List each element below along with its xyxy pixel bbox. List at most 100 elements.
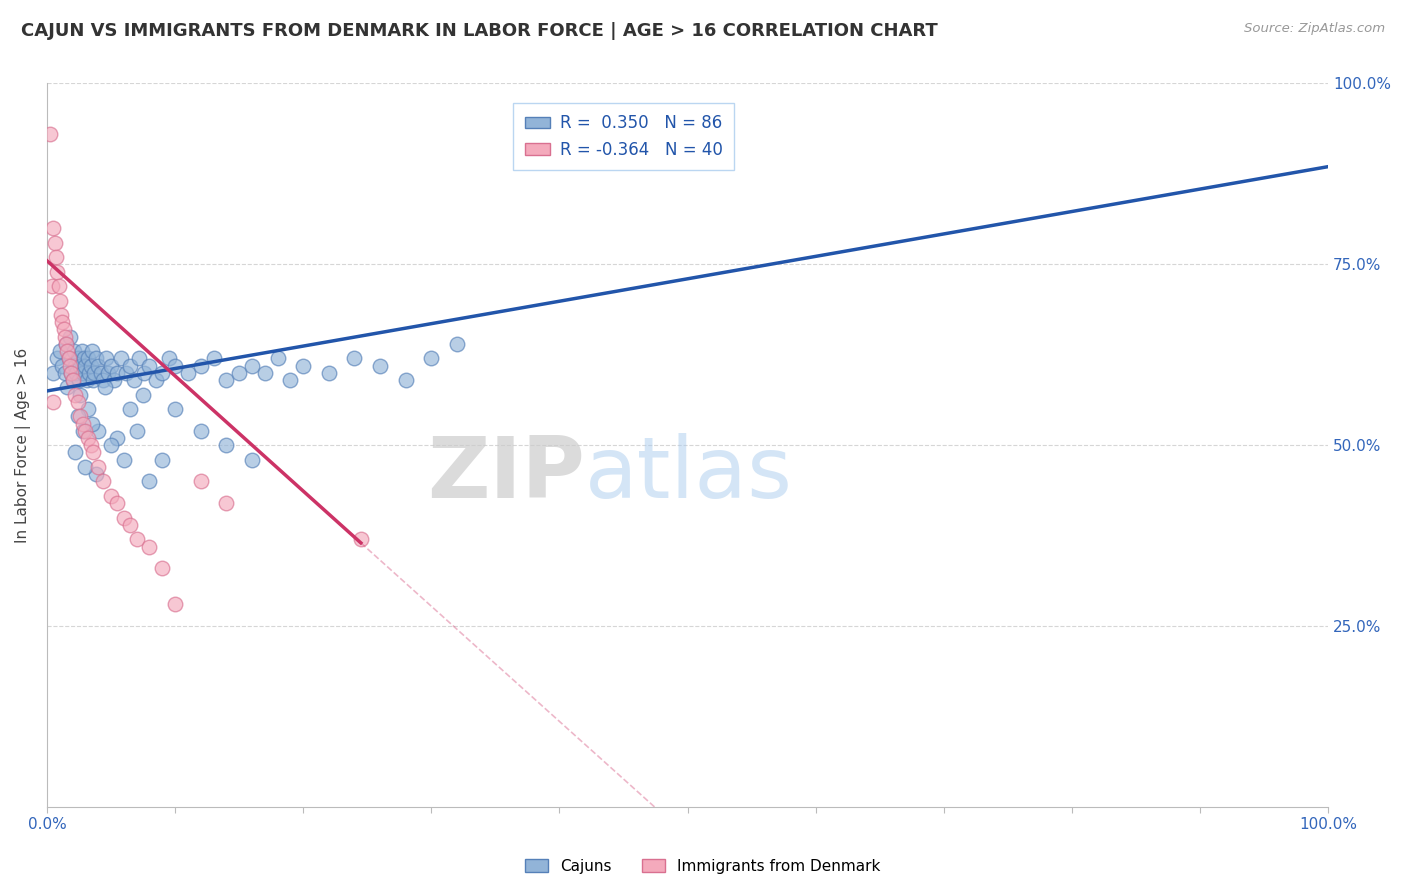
Text: atlas: atlas xyxy=(585,433,793,516)
Point xyxy=(266,351,288,366)
Point xyxy=(82,373,104,387)
Point xyxy=(76,373,98,387)
Point xyxy=(60,366,83,380)
Point xyxy=(280,373,302,387)
Point xyxy=(138,475,160,489)
Point xyxy=(63,387,86,401)
Point xyxy=(122,373,145,387)
Point xyxy=(51,315,73,329)
Point xyxy=(215,438,238,452)
Point xyxy=(112,452,135,467)
Point xyxy=(202,351,225,366)
Point xyxy=(240,452,263,467)
Point xyxy=(420,351,443,366)
Point xyxy=(51,359,73,373)
Point xyxy=(138,540,160,554)
Point xyxy=(132,387,155,401)
Point xyxy=(145,373,167,387)
Point xyxy=(63,344,86,359)
Y-axis label: In Labor Force | Age > 16: In Labor Force | Age > 16 xyxy=(15,348,31,543)
Point xyxy=(157,351,180,366)
Point xyxy=(77,402,100,417)
Point xyxy=(72,424,94,438)
Point xyxy=(165,402,187,417)
Point xyxy=(93,373,115,387)
Point xyxy=(56,344,79,359)
Point xyxy=(368,359,391,373)
Point xyxy=(134,366,156,380)
Point xyxy=(58,351,80,366)
Point xyxy=(45,250,67,264)
Point xyxy=(49,344,72,359)
Text: CAJUN VS IMMIGRANTS FROM DENMARK IN LABOR FORCE | AGE > 16 CORRELATION CHART: CAJUN VS IMMIGRANTS FROM DENMARK IN LABO… xyxy=(21,22,938,40)
Point xyxy=(69,409,91,424)
Point xyxy=(46,264,69,278)
Point xyxy=(77,351,100,366)
Point xyxy=(53,329,76,343)
Point xyxy=(190,424,212,438)
Point xyxy=(150,452,173,467)
Point xyxy=(69,359,91,373)
Point xyxy=(292,359,315,373)
Point xyxy=(42,394,65,409)
Point xyxy=(48,279,70,293)
Point xyxy=(73,351,96,366)
Point xyxy=(72,417,94,431)
Point xyxy=(115,366,138,380)
Point xyxy=(87,359,110,373)
Point xyxy=(93,475,115,489)
Legend: Cajuns, Immigrants from Denmark: Cajuns, Immigrants from Denmark xyxy=(519,853,887,880)
Point xyxy=(190,475,212,489)
Point xyxy=(53,366,76,380)
Point xyxy=(69,387,91,401)
Point xyxy=(49,293,72,308)
Point xyxy=(112,510,135,524)
Point xyxy=(110,351,132,366)
Point xyxy=(72,366,94,380)
Point xyxy=(80,344,103,359)
Point xyxy=(94,351,117,366)
Point xyxy=(75,424,97,438)
Point xyxy=(58,351,80,366)
Point xyxy=(97,366,120,380)
Point xyxy=(52,322,75,336)
Point xyxy=(56,380,79,394)
Point xyxy=(165,359,187,373)
Point xyxy=(62,373,84,387)
Point xyxy=(240,359,263,373)
Point xyxy=(46,351,69,366)
Point xyxy=(55,337,77,351)
Point xyxy=(125,533,148,547)
Point xyxy=(150,366,173,380)
Point xyxy=(79,438,101,452)
Point xyxy=(38,127,60,141)
Point xyxy=(83,366,105,380)
Point xyxy=(41,279,63,293)
Legend: R =  0.350   N = 86, R = -0.364   N = 40: R = 0.350 N = 86, R = -0.364 N = 40 xyxy=(513,103,734,170)
Point xyxy=(93,380,115,394)
Point xyxy=(42,221,65,235)
Point xyxy=(42,366,65,380)
Point xyxy=(120,359,142,373)
Point xyxy=(59,359,82,373)
Point xyxy=(77,366,100,380)
Point xyxy=(107,496,129,510)
Point xyxy=(177,366,200,380)
Point xyxy=(138,359,160,373)
Point xyxy=(100,438,122,452)
Point xyxy=(80,417,103,431)
Point xyxy=(107,366,129,380)
Point xyxy=(49,308,72,322)
Point xyxy=(318,366,340,380)
Point xyxy=(150,561,173,575)
Point xyxy=(84,351,107,366)
Point xyxy=(63,445,86,459)
Point xyxy=(87,459,110,474)
Point xyxy=(350,533,373,547)
Point xyxy=(87,424,110,438)
Point xyxy=(395,373,418,387)
Point xyxy=(100,489,122,503)
Point xyxy=(446,337,468,351)
Point xyxy=(62,373,84,387)
Point xyxy=(107,431,129,445)
